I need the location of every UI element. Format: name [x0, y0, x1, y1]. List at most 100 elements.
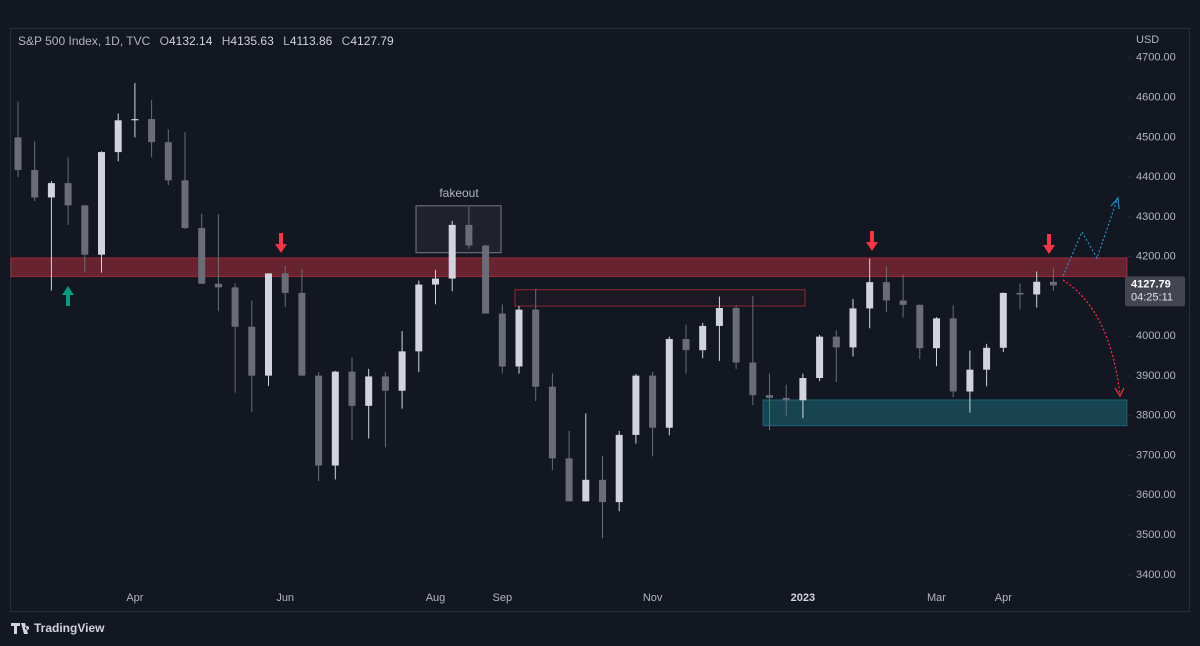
down-arrow [275, 233, 287, 253]
candle-body [47, 183, 55, 198]
candle-body [432, 278, 439, 285]
ohlc-value: 4113.86 [290, 34, 333, 48]
ohlc-value: 4135.63 [230, 34, 274, 48]
y-tick-label: 3800.00 [1136, 410, 1176, 422]
candle-body [532, 309, 540, 387]
candle-body [181, 180, 189, 229]
candle-body [1033, 281, 1041, 295]
brand: TradingView [34, 621, 105, 635]
up-arrow [62, 286, 74, 306]
candle-body [799, 378, 807, 401]
candle-body [248, 326, 256, 376]
candle-body [448, 224, 456, 279]
candle-body [816, 336, 824, 379]
bear-projection [1062, 279, 1121, 396]
countdown: 04:25:11 [1131, 291, 1173, 303]
candle-body [632, 375, 640, 435]
zone [10, 257, 1128, 278]
y-tick-label: 4500.00 [1136, 131, 1176, 143]
down-arrow [866, 231, 878, 251]
candle-body [916, 304, 924, 349]
candles [14, 82, 1057, 539]
candle-body [682, 339, 690, 351]
candle-body [665, 339, 673, 428]
candle-body [582, 479, 590, 502]
ohlc-label: C [342, 34, 351, 48]
x-tick-label: 2023 [791, 592, 815, 604]
candle-body [164, 142, 172, 181]
candle-body [548, 386, 556, 459]
zone [415, 205, 502, 254]
y-tick-label: 3500.00 [1136, 529, 1176, 541]
candle-body [14, 137, 22, 170]
candle-body [64, 183, 72, 206]
candle-body [365, 376, 373, 406]
candle-body [1016, 292, 1024, 295]
candle-body [999, 292, 1007, 348]
candle-body [565, 458, 573, 502]
candle-body [983, 347, 991, 370]
candle-body [766, 395, 773, 398]
candle-body [866, 282, 874, 309]
candle-body [348, 371, 356, 406]
candle-body [131, 119, 139, 121]
candle-body [749, 362, 757, 396]
annotation: fakeout [439, 186, 479, 200]
x-tick-label: Apr [126, 592, 143, 604]
candle-body [899, 300, 907, 305]
ohlc-value: 4132.14 [169, 34, 213, 48]
x-tick-label: Jun [276, 592, 294, 604]
x-tick-label: Sep [493, 592, 513, 604]
y-tick-label: 3700.00 [1136, 449, 1176, 461]
frame [10, 28, 1190, 612]
candle-body [31, 170, 39, 198]
candle-body [782, 397, 790, 401]
candle-body [515, 309, 523, 367]
down-arrow [1043, 234, 1055, 254]
candle-body [933, 318, 940, 349]
x-tick-label: Mar [927, 592, 946, 604]
candle-body [615, 434, 623, 503]
candle-body [398, 351, 406, 391]
candle-body [715, 308, 723, 326]
y-tick-label: 4700.00 [1136, 52, 1176, 64]
candle-body [465, 224, 473, 246]
ohlc-label: L [283, 34, 290, 48]
price-label: 4127.79 [1131, 278, 1171, 290]
candle-body [966, 369, 974, 392]
projection-head [1110, 196, 1120, 210]
y-tick-label: 4400.00 [1136, 171, 1176, 183]
candle-body [265, 273, 272, 376]
y-tick-label: 4600.00 [1136, 92, 1176, 104]
candle-body [114, 120, 122, 153]
candle-body [498, 313, 506, 367]
x-tick-label: Apr [995, 592, 1012, 604]
candle-body [198, 228, 206, 284]
y-tick-label: 3400.00 [1136, 569, 1176, 581]
projection-head [1114, 387, 1125, 398]
candle-body [281, 273, 289, 293]
candle-body [849, 308, 857, 348]
legend-ohlc: S&P 500 Index, 1D, TVC O4132.14 H4135.63… [18, 34, 394, 48]
zones [10, 205, 1128, 427]
candle-body [882, 282, 890, 301]
candle-body [331, 371, 339, 466]
candle-body [732, 308, 740, 363]
candle-body [832, 336, 840, 348]
y-tick-label: 4200.00 [1136, 251, 1176, 263]
candle-body [599, 479, 606, 503]
candle-body [1049, 281, 1057, 286]
y-tick-label: 4300.00 [1136, 211, 1176, 223]
x-tick-label: Aug [426, 592, 446, 604]
candle-body [315, 375, 323, 466]
currency: USD [1136, 34, 1159, 46]
price-label-box [1125, 276, 1185, 307]
zone [514, 289, 806, 307]
y-tick-label: 3900.00 [1136, 370, 1176, 382]
candle-body [148, 119, 156, 143]
candle-body [98, 152, 105, 255]
candle-body [415, 284, 423, 352]
y-tick-label: 4000.00 [1136, 330, 1176, 342]
